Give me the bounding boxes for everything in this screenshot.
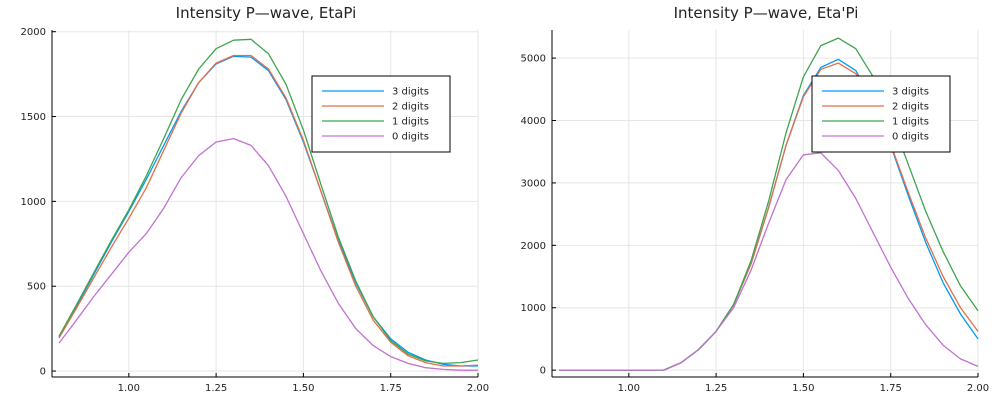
series-line <box>58 55 478 367</box>
chart-title: Intensity P—wave, EtaPi <box>176 4 357 22</box>
x-tick-label: 1.00 <box>118 383 140 394</box>
y-tick-label: 2000 <box>21 27 46 38</box>
chart-panel-etapi: Intensity P—wave, EtaPi 1.00 1.25 1.50 1.75… <box>21 4 490 394</box>
legend-label: 3 digits <box>392 87 429 98</box>
y-tick-label: 1000 <box>21 197 46 208</box>
legend-box <box>811 75 951 153</box>
x-tick-label: 2.00 <box>967 383 989 394</box>
series-line <box>58 54 479 367</box>
legend-label: 0 digits <box>392 132 429 143</box>
chart-panel-etaprimepi: Intensity P—wave, Eta'Pi 1.00 1.25 1.50 1.7… <box>521 4 990 394</box>
series-line <box>58 38 479 365</box>
legend-label: 0 digits <box>892 132 929 143</box>
x-tick-label: 1.75 <box>380 383 402 394</box>
y-tick-label: 2000 <box>521 241 546 252</box>
series-line <box>559 152 979 371</box>
legend-label: 2 digits <box>892 102 929 113</box>
y-tick-label: 3000 <box>521 178 546 189</box>
legend-label: 1 digits <box>392 117 429 128</box>
x-tick-label: 2.00 <box>467 383 489 394</box>
x-tick-label: 1.50 <box>292 383 314 394</box>
x-tick-label: 1.75 <box>880 383 902 394</box>
y-tick-label: 1500 <box>21 112 46 123</box>
y-tick-label: 5000 <box>521 54 546 65</box>
y-tick-label: 500 <box>27 282 46 293</box>
legend: 3 digits 2 digits 1 digits 0 digits <box>811 75 951 153</box>
legend-label: 2 digits <box>392 102 429 113</box>
x-tick-label: 1.25 <box>205 383 227 394</box>
legend-box <box>311 75 451 153</box>
y-tick-label: 0 <box>540 366 546 377</box>
legend-label: 3 digits <box>892 87 929 98</box>
y-tick-label: 4000 <box>521 116 546 127</box>
x-tick-label: 1.50 <box>792 383 814 394</box>
y-tick-label: 0 <box>40 367 46 378</box>
legend: 3 digits 2 digits 1 digits 0 digits <box>311 75 451 153</box>
x-tick-label: 1.25 <box>705 383 727 394</box>
legend-label: 1 digits <box>892 117 929 128</box>
y-tick-label: 1000 <box>521 303 546 314</box>
x-tick-label: 1.00 <box>618 383 640 394</box>
chart-title: Intensity P—wave, Eta'Pi <box>674 4 859 22</box>
series-line <box>58 137 478 371</box>
